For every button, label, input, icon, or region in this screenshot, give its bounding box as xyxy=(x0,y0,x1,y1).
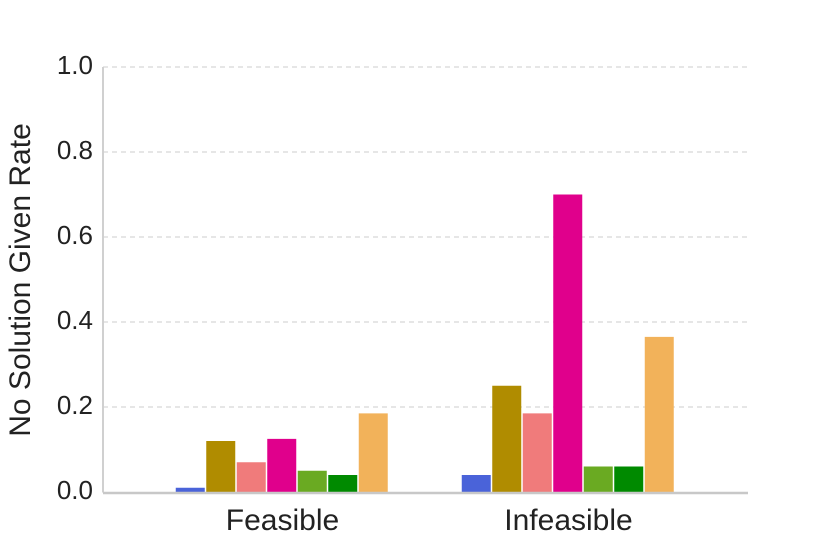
y-tick-label: 0.6 xyxy=(57,220,93,250)
y-tick-label: 0.8 xyxy=(57,135,93,165)
bar xyxy=(297,470,327,492)
bar xyxy=(644,336,674,492)
bar xyxy=(583,466,613,492)
y-axis-label: No Solution Given Rate xyxy=(4,123,37,437)
bar xyxy=(267,438,297,492)
bar xyxy=(206,441,236,492)
bar xyxy=(553,194,583,492)
bar xyxy=(492,385,522,492)
bar xyxy=(328,475,358,492)
bar xyxy=(175,487,205,492)
bar xyxy=(461,475,491,492)
x-tick-label: Feasible xyxy=(226,504,339,537)
y-tick-label: 0.0 xyxy=(57,475,93,505)
bar xyxy=(358,413,388,492)
y-tick-label: 0.2 xyxy=(57,390,93,420)
x-tick-label: Infeasible xyxy=(504,504,632,537)
bar xyxy=(236,462,266,492)
y-tick-label: 0.4 xyxy=(57,305,93,335)
bar xyxy=(614,466,644,492)
bar xyxy=(522,413,552,492)
y-tick-label: 1.0 xyxy=(57,50,93,80)
